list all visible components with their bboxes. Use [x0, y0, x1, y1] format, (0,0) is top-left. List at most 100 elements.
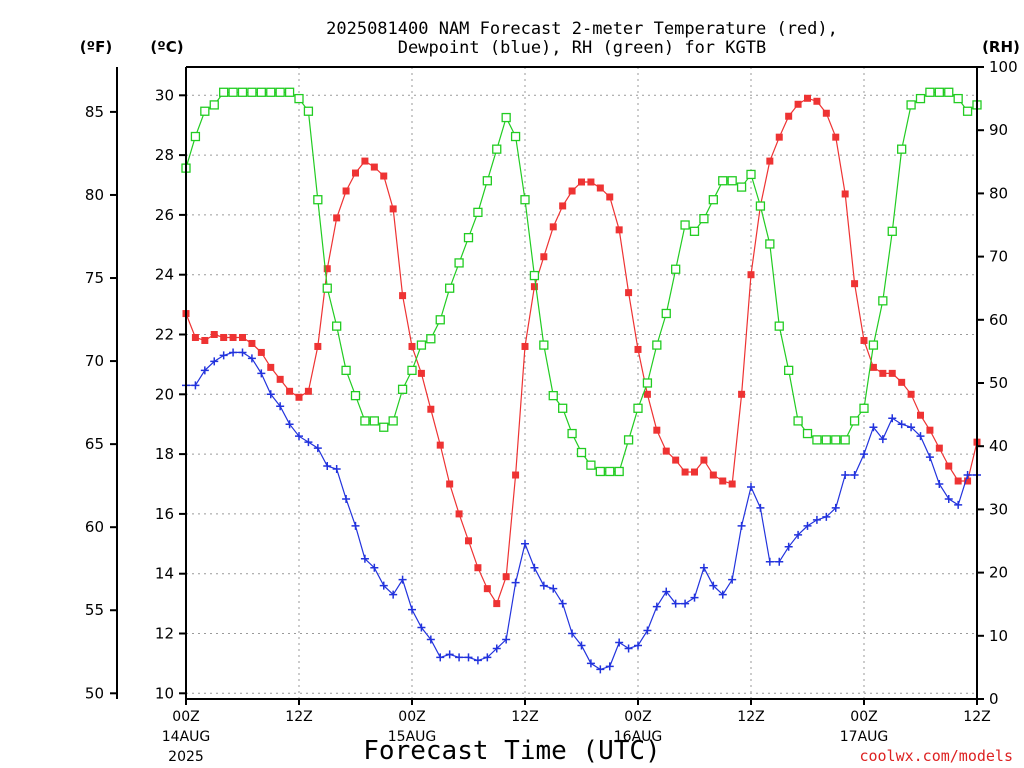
temperature-point: [917, 411, 924, 419]
rh-point: [266, 87, 276, 97]
celsius-tick-label: 16: [155, 505, 174, 523]
rh-unit-label: (RH): [982, 38, 1020, 56]
rh-point: [774, 321, 784, 331]
rh-point: [944, 87, 954, 97]
temperature-point: [483, 585, 491, 593]
rh-tick-label: 20: [989, 564, 1008, 582]
temperature-point: [578, 178, 585, 186]
dewpoint-point: [511, 578, 520, 587]
x-tick-label: 00Z: [850, 709, 877, 725]
dewpoint-point: [266, 390, 275, 399]
temperature-point: [210, 331, 218, 338]
dewpoint-point: [615, 638, 624, 647]
dewpoint-point: [398, 575, 407, 584]
temperature-point: [643, 390, 651, 398]
rh-point: [595, 466, 605, 477]
rh-point: [350, 390, 361, 401]
fahrenheit-tick-label: 75: [85, 269, 104, 287]
rh-tick-label: 100: [989, 58, 1018, 76]
rh-point: [812, 435, 822, 445]
rh-point: [209, 100, 219, 110]
dewpoint-point: [784, 542, 793, 551]
rh-point: [567, 428, 577, 439]
dewpoint-point: [586, 659, 595, 668]
rh-point: [275, 87, 285, 97]
rh-point: [219, 87, 229, 97]
rh-point: [821, 435, 831, 445]
temperature-point: [888, 369, 896, 377]
dewpoint-point: [200, 366, 209, 375]
dewpoint-point: [925, 453, 934, 462]
rh-tick-label: 0: [989, 690, 999, 708]
fahrenheit-tick-label: 85: [85, 103, 104, 121]
x-tick-label: 12Z: [963, 709, 990, 725]
temperature-point: [775, 133, 783, 141]
temperature-point: [361, 157, 369, 165]
temperature-point: [747, 271, 755, 279]
dewpoint-point: [455, 653, 464, 662]
rh-point: [548, 390, 558, 401]
temperature-series: [182, 94, 981, 608]
x-tick-label: 12Z: [285, 709, 312, 725]
rh-point: [284, 87, 295, 97]
rh-point: [605, 466, 615, 477]
dewpoint-point: [502, 635, 511, 644]
rh-point: [247, 87, 257, 97]
temperature-point: [408, 342, 416, 350]
dewpoint-point: [257, 369, 266, 378]
rh-point: [755, 201, 766, 211]
rh-point: [407, 365, 417, 376]
celsius-tick-label: 20: [155, 385, 174, 403]
rh-point: [397, 384, 408, 394]
dewpoint-point: [831, 503, 840, 512]
dewpoint-point: [389, 590, 398, 599]
temperature-point: [681, 468, 689, 476]
dewpoint-point: [219, 351, 228, 360]
dewpoint-point: [756, 503, 765, 512]
rh-point: [369, 416, 379, 426]
temperature-point: [191, 333, 199, 341]
temperature-point: [436, 441, 444, 449]
dewpoint-point: [963, 471, 972, 480]
rh-point: [416, 340, 427, 350]
rh-point: [482, 176, 492, 186]
dewpoint-point: [351, 521, 360, 530]
dewpoint-series: [182, 348, 981, 674]
celsius-tick-label: 18: [155, 445, 174, 463]
credit-link[interactable]: coolwx.com/models: [859, 747, 1013, 765]
temperature-point: [728, 480, 736, 488]
dewpoint-point: [954, 500, 963, 509]
temperature-point: [700, 456, 708, 464]
rh-point: [793, 416, 803, 426]
rh-point: [510, 131, 521, 142]
rh-tick-label: 30: [989, 500, 1008, 518]
rh-point: [671, 264, 681, 274]
rh-point: [840, 435, 850, 445]
temperature-point: [201, 336, 209, 344]
temperature-point: [794, 100, 802, 108]
dewpoint-point: [624, 644, 633, 653]
dewpoint-point: [229, 348, 238, 357]
temperature-point: [474, 564, 482, 572]
celsius-tick-label: 14: [155, 565, 174, 583]
rh-line: [185, 91, 978, 473]
temperature-point: [813, 97, 821, 105]
rh-tick-label: 60: [989, 311, 1008, 329]
dewpoint-point: [426, 635, 435, 644]
dewpoint-point: [360, 554, 369, 563]
rh-point: [934, 87, 944, 97]
x-tick-year: 2025: [168, 749, 204, 765]
dewpoint-point: [944, 494, 953, 503]
dewpoint-point: [850, 471, 859, 480]
rh-point: [237, 87, 248, 97]
rh-point: [473, 207, 483, 218]
temperature-point: [625, 289, 633, 297]
dewpoint-point: [332, 465, 341, 474]
celsius-unit-label: (ºC): [150, 38, 183, 56]
dewpoint-point: [539, 581, 548, 590]
rh-tick-label: 40: [989, 437, 1008, 455]
rh-point: [576, 447, 587, 458]
celsius-tick-label: 12: [155, 625, 174, 643]
temperature-point: [964, 477, 972, 485]
